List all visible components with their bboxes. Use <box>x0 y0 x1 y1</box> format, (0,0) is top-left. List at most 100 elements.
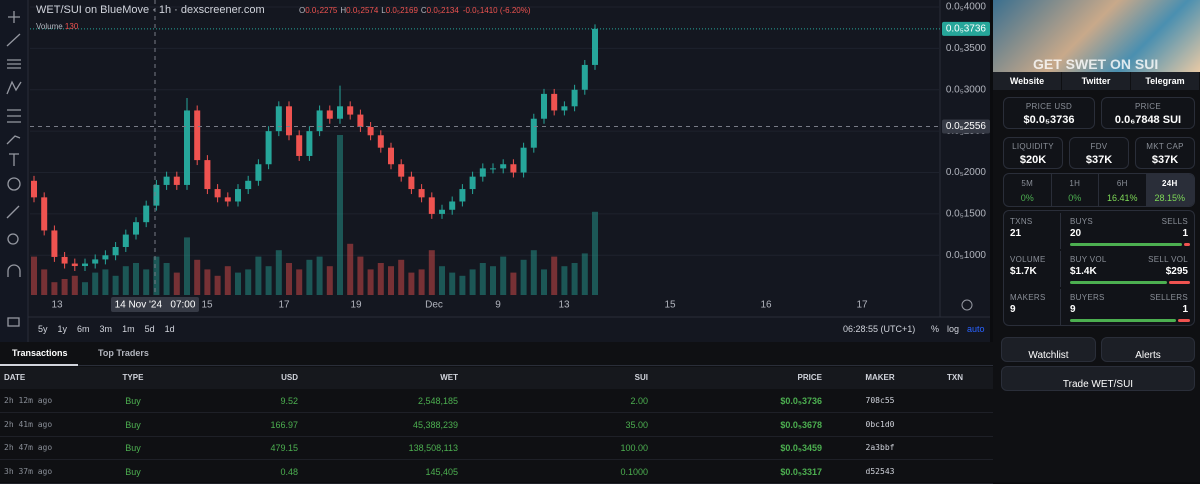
timeframe[interactable]: 1y <box>57 324 68 334</box>
volume-bar <box>490 266 496 295</box>
stat-value: 20 <box>1070 228 1082 239</box>
projection-tool[interactable] <box>7 109 21 123</box>
zoom-tool[interactable] <box>7 233 19 245</box>
divider <box>1060 251 1061 287</box>
stat-value: $295 <box>1165 266 1188 277</box>
candle-body <box>224 197 231 202</box>
timeframe[interactable]: 1d <box>164 324 175 334</box>
volume-bar <box>194 259 201 295</box>
scale-option[interactable]: log <box>947 324 960 334</box>
volume-bar <box>428 250 435 295</box>
ratio-bar-buy <box>1070 281 1168 284</box>
volume-bar <box>418 269 425 295</box>
ruler-tool[interactable] <box>6 205 20 219</box>
candle-body <box>357 114 364 127</box>
button[interactable]: Watchlist <box>1001 337 1096 362</box>
volume-bar <box>479 263 486 295</box>
drawing-toolbar <box>0 0 28 342</box>
cell: $0.0₅3317 <box>780 466 822 477</box>
candle-body <box>214 189 221 198</box>
ohlc-value: 0.0₅2574 <box>346 6 379 15</box>
line-tool[interactable] <box>6 33 21 47</box>
button[interactable]: Trade WET/SUI <box>1001 366 1195 391</box>
cell: 166.97 <box>270 419 298 430</box>
stat-label: VOLUME <box>1010 255 1046 264</box>
x-tick-label: 13 <box>558 300 570 311</box>
settings-icon[interactable] <box>961 299 973 311</box>
timeframe[interactable]: 5d <box>144 324 155 334</box>
change-cell[interactable]: 24H 28.15% <box>1146 174 1194 206</box>
change-label: 1H <box>1069 179 1081 188</box>
timeframe[interactable]: 6m <box>77 324 90 334</box>
column-header: USD <box>281 373 298 382</box>
volume-value: 130 <box>64 22 79 31</box>
scale-option[interactable]: % <box>931 324 940 334</box>
timeframe[interactable]: 1m <box>122 324 135 334</box>
candle-body <box>163 176 170 185</box>
link-button[interactable]: Website <box>993 72 1062 90</box>
ohlc-value: 0.0₅2169 <box>385 6 418 15</box>
pattern-tool[interactable] <box>6 80 22 95</box>
lock-tool[interactable] <box>7 317 20 327</box>
scale-options: % log auto <box>931 324 985 334</box>
link-button[interactable]: Twitter <box>1062 72 1131 90</box>
x-tick-label: 17 <box>278 300 290 311</box>
button[interactable]: Alerts <box>1101 337 1195 362</box>
tab[interactable]: Transactions <box>12 348 68 358</box>
volume-bar <box>102 269 109 295</box>
link-button[interactable]: Telegram <box>1131 72 1200 90</box>
volume-bar <box>439 266 445 295</box>
stat-label: BUYS <box>1070 217 1093 226</box>
cell: $0.0₅3678 <box>780 419 822 430</box>
timeframe[interactable]: 5y <box>38 324 48 334</box>
x-tick-label: 16 <box>760 300 772 311</box>
cell: 100.00 <box>620 443 648 453</box>
scale-option[interactable]: auto <box>967 324 985 334</box>
button-label: Trade WET/SUI <box>1062 379 1134 390</box>
change-cell[interactable]: 5M 0% <box>1004 174 1052 206</box>
stat-label: BUY VOL <box>1070 255 1107 264</box>
stat-label: MKT CAP <box>1146 142 1184 151</box>
stat-value: $37K <box>1151 154 1179 166</box>
stat-label: MAKERS <box>1010 293 1046 302</box>
fib-tool[interactable] <box>7 59 21 69</box>
ohlc-value: 0.0₅2275 <box>305 6 338 15</box>
row-divider <box>0 482 993 484</box>
cell: 138,508,113 <box>408 443 458 453</box>
change-cell[interactable]: 1H 0% <box>1052 174 1099 206</box>
candle-body <box>316 110 323 132</box>
candle-body <box>71 263 78 267</box>
candle-body <box>173 176 180 185</box>
candle-body <box>143 205 150 223</box>
column-header: PRICE <box>797 373 822 382</box>
change-cell[interactable]: 6H 16.41% <box>1099 174 1147 206</box>
stat-value: 0.0₆7848 SUI <box>1114 114 1182 126</box>
volume-bar <box>286 263 292 295</box>
tab[interactable]: Top Traders <box>98 348 149 358</box>
stat-box: FDV $37K <box>1069 137 1129 169</box>
tabs: Transactions Top Traders <box>0 342 993 366</box>
cell: 3h 37m ago <box>4 466 53 476</box>
cell: 35.00 <box>625 419 648 430</box>
volume-bar <box>143 269 150 295</box>
stat-box: LIQUIDITY $20K <box>1003 137 1063 169</box>
volume-bar <box>316 256 323 295</box>
column-header: SUI <box>634 373 648 382</box>
emoji-tool[interactable] <box>7 177 21 191</box>
magnet-tool[interactable] <box>7 264 21 277</box>
cell: d52543 <box>865 466 895 476</box>
crosshair-tool[interactable] <box>8 11 20 23</box>
timeframe[interactable]: 3m <box>99 324 113 334</box>
cell: 2.00 <box>630 396 648 406</box>
candle-body <box>530 118 537 148</box>
volume-bar <box>581 253 588 295</box>
text-tool[interactable] <box>9 153 19 166</box>
candle-body <box>306 131 313 156</box>
brush-tool[interactable] <box>6 135 21 145</box>
candle-body <box>102 255 109 260</box>
volume-bar <box>173 272 180 295</box>
volume-bar <box>530 250 537 295</box>
table-body: 2h 12m ago Buy 9.52 2,548,185 2.00 $0.0₅3736 7… <box>0 389 993 484</box>
y-tick-label: 0.0₅4000 <box>946 2 987 13</box>
